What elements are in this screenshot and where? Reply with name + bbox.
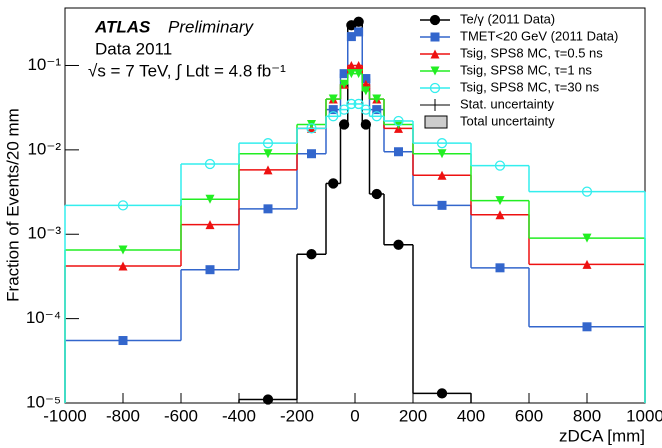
marker bbox=[495, 196, 505, 206]
legend-label: Te/γ (2011 Data) bbox=[460, 11, 555, 26]
marker bbox=[371, 111, 382, 122]
marker bbox=[494, 160, 506, 171]
legend-label: TMET<20 GeV (2011 Data) bbox=[460, 28, 618, 43]
marker bbox=[338, 104, 350, 115]
y-tick-label: 10⁻⁵ bbox=[26, 392, 61, 411]
marker bbox=[205, 220, 215, 230]
marker bbox=[582, 259, 592, 269]
marker bbox=[328, 94, 338, 104]
legend-label: Tsig, SPS8 MC, τ=0.5 ns bbox=[460, 45, 603, 60]
marker bbox=[437, 170, 447, 180]
legend-label: Tsig, SPS8 MC, τ=1 ns bbox=[460, 62, 592, 77]
marker bbox=[354, 69, 364, 79]
x-tick-label: 0 bbox=[350, 406, 359, 425]
marker bbox=[582, 233, 592, 243]
marker bbox=[437, 149, 447, 159]
marker bbox=[117, 200, 129, 211]
marker bbox=[205, 194, 215, 204]
y-tick-label: 10⁻² bbox=[27, 139, 61, 158]
marker bbox=[339, 69, 349, 79]
marker bbox=[353, 16, 364, 27]
marker bbox=[353, 98, 364, 110]
marker bbox=[307, 149, 316, 159]
marker bbox=[263, 165, 273, 175]
legend-label: Tsig, SPS8 MC, τ=30 ns bbox=[460, 79, 600, 94]
x-tick-label: -600 bbox=[164, 406, 198, 425]
legend-label: Stat. uncertainty bbox=[460, 96, 554, 111]
marker bbox=[306, 249, 317, 260]
marker bbox=[371, 188, 382, 200]
chart-title: ATLAS bbox=[94, 17, 151, 36]
marker bbox=[393, 239, 404, 250]
marker bbox=[430, 32, 440, 42]
x-tick-label: -1000 bbox=[43, 406, 86, 425]
marker bbox=[354, 60, 364, 70]
marker bbox=[338, 119, 350, 130]
marker bbox=[263, 149, 273, 159]
marker bbox=[360, 104, 372, 115]
marker bbox=[346, 32, 356, 42]
marker bbox=[495, 263, 505, 273]
marker bbox=[360, 119, 372, 130]
marker bbox=[372, 105, 382, 115]
x-tick-label: -200 bbox=[280, 406, 314, 425]
marker bbox=[346, 60, 356, 70]
x-tick-label: 200 bbox=[399, 406, 427, 425]
x-tick-label: -800 bbox=[106, 406, 140, 425]
marker bbox=[394, 147, 403, 157]
marker bbox=[429, 14, 441, 26]
marker bbox=[339, 79, 349, 89]
marker bbox=[328, 105, 338, 115]
marker bbox=[437, 200, 447, 210]
y-tick-label: 10⁻³ bbox=[27, 224, 61, 243]
marker bbox=[204, 158, 216, 170]
annotation: √s = 7 TeV, ∫ Ldt = 4.8 fb⁻¹ bbox=[88, 61, 286, 80]
x-tick-label: 800 bbox=[573, 406, 601, 425]
y-axis-label: Fraction of Events/20 mm bbox=[3, 108, 22, 302]
marker bbox=[495, 210, 505, 220]
marker bbox=[354, 27, 364, 37]
chart-subtitle: Preliminary bbox=[168, 17, 255, 36]
legend-box bbox=[424, 115, 448, 129]
marker bbox=[346, 69, 356, 79]
x-tick-label: 1000 bbox=[626, 406, 662, 425]
marker bbox=[361, 74, 371, 84]
marker bbox=[262, 394, 274, 405]
marker bbox=[118, 261, 128, 271]
marker bbox=[430, 66, 440, 76]
marker bbox=[436, 138, 448, 149]
marker bbox=[205, 265, 215, 275]
marker bbox=[118, 336, 128, 346]
marker bbox=[118, 245, 128, 255]
marker bbox=[262, 138, 274, 149]
marker bbox=[328, 111, 339, 122]
marker bbox=[306, 123, 317, 134]
marker bbox=[429, 82, 441, 94]
x-axis-label: zDCA [mm] bbox=[559, 426, 645, 445]
marker bbox=[581, 186, 593, 197]
legend-label: Total uncertainty bbox=[460, 113, 555, 128]
marker bbox=[361, 86, 371, 96]
marker bbox=[263, 204, 273, 214]
x-tick-label: 400 bbox=[457, 406, 485, 425]
marker bbox=[328, 178, 339, 189]
marker bbox=[436, 388, 448, 399]
x-tick-label: 600 bbox=[515, 406, 543, 425]
annotation: Data 2011 bbox=[95, 39, 172, 58]
marker bbox=[372, 94, 382, 104]
x-tick-label: -400 bbox=[222, 406, 256, 425]
marker bbox=[393, 115, 404, 127]
marker bbox=[430, 49, 440, 59]
marker bbox=[582, 322, 592, 332]
y-tick-label: 10⁻¹ bbox=[27, 55, 61, 74]
marker bbox=[394, 119, 403, 129]
y-tick-label: 10⁻⁴ bbox=[26, 308, 61, 327]
